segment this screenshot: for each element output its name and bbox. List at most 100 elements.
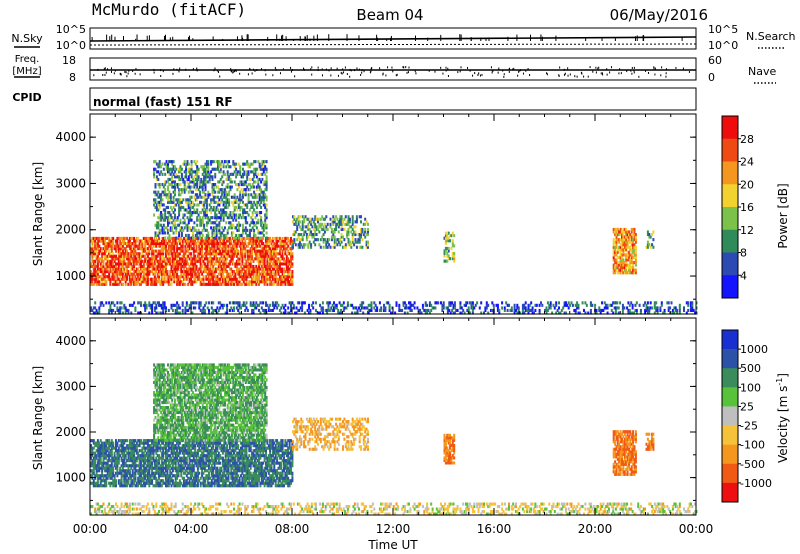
echo-cell [201, 216, 204, 220]
echo-cell [149, 247, 152, 251]
echo-cell [172, 200, 175, 204]
echo-cell [619, 268, 622, 272]
echo-cell [549, 301, 552, 305]
echo-cell [443, 236, 446, 240]
echo-cell [183, 175, 186, 179]
echo-cell [266, 282, 269, 286]
echo-cell [141, 252, 144, 256]
echo-cell [160, 236, 163, 240]
echo-cell [318, 225, 321, 229]
echo-cell [266, 303, 269, 307]
echo-cell [215, 185, 218, 189]
echo-cell [212, 195, 215, 199]
echo-cell [173, 272, 176, 276]
echo-cell [195, 247, 198, 251]
echo-cell [480, 301, 483, 305]
echo-cell [383, 308, 385, 312]
echo-cell [256, 254, 259, 258]
echo-cell [633, 243, 636, 247]
echo-cell [287, 270, 290, 274]
echo-cell [192, 306, 195, 310]
echo-cell [235, 282, 238, 286]
echo-cell [421, 306, 424, 310]
echo-cell [206, 262, 209, 266]
echo-cell [250, 205, 253, 209]
echo-cell [361, 227, 364, 231]
echo-cell [191, 270, 194, 274]
echo-cell [159, 259, 162, 263]
echo-cell [128, 275, 131, 279]
echo-cell [140, 257, 142, 261]
echo-cell [174, 223, 176, 227]
echo-cell [245, 236, 248, 240]
echo-cell [115, 270, 117, 274]
echo-cell [612, 263, 615, 267]
echo-cell [246, 249, 249, 253]
echo-cell [121, 244, 124, 248]
echo-cell [217, 280, 220, 284]
echo-cell [253, 167, 256, 171]
echo-cell [283, 244, 285, 248]
echo-cell [161, 198, 164, 202]
echo-cell [648, 243, 651, 247]
echo-cell [339, 215, 342, 219]
echo-cell [181, 272, 184, 276]
echo-cell [304, 230, 307, 234]
echo-cell [628, 250, 630, 254]
echo-cell [266, 264, 269, 268]
echo-cell [634, 248, 637, 252]
echo-cell [192, 244, 195, 248]
echo-cell [260, 264, 263, 268]
echo-cell [211, 160, 214, 164]
echo-cell [106, 242, 109, 246]
echo-cell [451, 244, 454, 248]
echo-cell [616, 306, 619, 310]
echo-cell [315, 238, 318, 242]
echo-cell [178, 175, 181, 179]
echo-cell [232, 160, 235, 164]
echo-cell [160, 303, 163, 307]
echo-cell [231, 280, 234, 284]
echo-cell [160, 282, 163, 286]
echo-cell [115, 267, 117, 271]
echo-cell [95, 244, 98, 248]
echo-cell [409, 306, 412, 310]
echo-cell [612, 253, 615, 257]
echo-cell [676, 308, 679, 312]
echo-cell [181, 239, 184, 243]
echo-cell [239, 170, 242, 174]
echo-cell [388, 303, 391, 307]
echo-cell [265, 264, 267, 268]
echo-cell [188, 277, 191, 281]
echo-cell [144, 301, 147, 305]
echo-cell [184, 239, 187, 243]
echo-cell [180, 244, 183, 248]
echo-cell [165, 195, 168, 199]
echo-cell [335, 240, 338, 244]
echo-cell [196, 218, 199, 222]
echo-cell [243, 188, 246, 192]
echo-cell [205, 175, 208, 179]
echo-cell [103, 267, 106, 271]
echo-cell [171, 257, 174, 261]
echo-cell [251, 242, 254, 246]
echo-cell [233, 277, 235, 281]
echo-cell [577, 303, 580, 307]
echo-cell [270, 242, 273, 246]
echo-cell [101, 272, 104, 276]
echo-cell [192, 205, 194, 209]
echo-cell [206, 282, 209, 286]
echo-cell [198, 254, 201, 258]
echo-cell [285, 257, 288, 261]
echo-cell [633, 235, 636, 239]
echo-cell [615, 240, 618, 244]
echo-cell [327, 303, 330, 307]
echo-cell [207, 170, 210, 174]
echo-cell [251, 249, 254, 253]
echo-cell [149, 282, 152, 286]
echo-cell [451, 301, 454, 305]
echo-cell [311, 233, 314, 237]
echo-cell [358, 306, 360, 310]
echo-cell [124, 247, 127, 251]
echo-cell [108, 264, 111, 268]
